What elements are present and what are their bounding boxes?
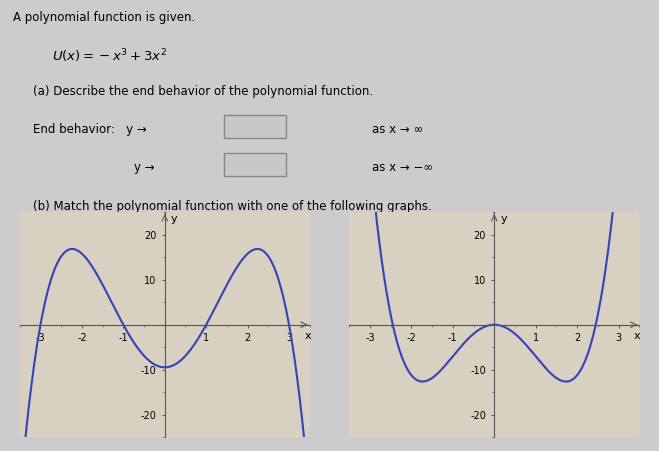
Text: as x → −∞: as x → −∞ <box>372 161 433 175</box>
Text: $U(x) = -x^3 + 3x^2$: $U(x) = -x^3 + 3x^2$ <box>52 47 167 64</box>
Text: A polynomial function is given.: A polynomial function is given. <box>13 11 195 24</box>
Text: as x → ∞: as x → ∞ <box>372 123 423 136</box>
Text: y →: y → <box>134 161 154 175</box>
Text: (b) Match the polynomial function with one of the following graphs.: (b) Match the polynomial function with o… <box>33 199 432 212</box>
Text: x: x <box>634 331 641 341</box>
Text: x: x <box>304 331 311 341</box>
Text: y: y <box>500 214 507 224</box>
Text: y: y <box>171 214 177 224</box>
Text: End behavior:   y →: End behavior: y → <box>33 123 146 136</box>
Text: (a) Describe the end behavior of the polynomial function.: (a) Describe the end behavior of the pol… <box>33 85 373 98</box>
